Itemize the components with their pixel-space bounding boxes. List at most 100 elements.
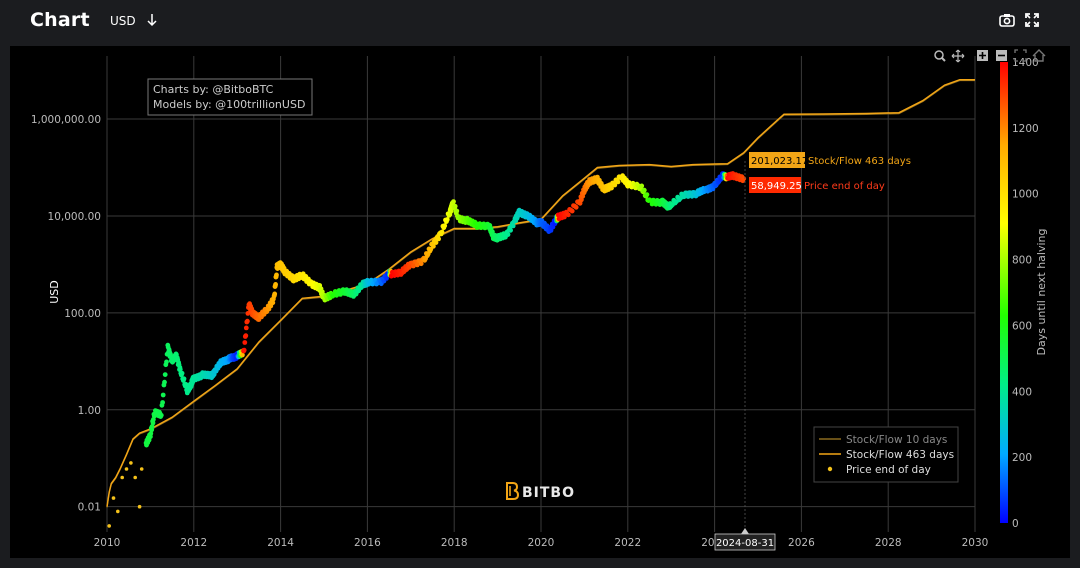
x-tick-label: 2016 xyxy=(354,537,381,549)
price-point xyxy=(148,431,154,436)
price-point xyxy=(137,504,142,509)
price-point xyxy=(565,212,571,218)
colorbar-tick-label: 600 xyxy=(1012,320,1032,332)
legend-label-sf463[interactable]: Stock/Flow 463 days xyxy=(846,449,954,461)
hover-price-value: 58,949.25 xyxy=(751,181,802,192)
camera-icon[interactable] xyxy=(999,12,1015,31)
colorbar-tick-label: 0 xyxy=(1012,518,1019,530)
price-point xyxy=(158,412,164,418)
price-point xyxy=(644,192,650,198)
price-point xyxy=(111,496,116,500)
price-point xyxy=(272,291,278,297)
price-point xyxy=(181,376,187,382)
y-tick-label: 1,000,000.00 xyxy=(31,114,101,126)
price-point xyxy=(411,263,416,269)
colorbar-tick-label: 1400 xyxy=(1012,57,1039,69)
price-point xyxy=(124,467,129,471)
price-chart[interactable]: 0.01 1.00 100.00 10,000.00 1,000,000.00 2010… xyxy=(10,46,1070,558)
legend-label-sf10[interactable]: Stock/Flow 10 days xyxy=(846,434,947,446)
price-end-of-day-series xyxy=(107,171,747,528)
arrow-down-icon[interactable] xyxy=(146,13,158,31)
price-point xyxy=(274,272,279,278)
zoom-icon[interactable] xyxy=(934,50,946,62)
price-point xyxy=(164,359,169,365)
zoom-in-icon[interactable] xyxy=(977,50,988,61)
hover-sf463-value: 201,023.17 xyxy=(751,156,808,167)
home-icon[interactable] xyxy=(1032,49,1046,62)
price-point xyxy=(454,208,460,214)
x-tick-label: 2012 xyxy=(180,537,207,549)
currency-selector[interactable]: USD xyxy=(110,14,136,28)
x-tick-label: 2030 xyxy=(962,537,989,549)
x-tick-label: 2026 xyxy=(788,537,815,549)
price-point xyxy=(418,261,424,267)
price-point xyxy=(452,203,458,209)
price-point xyxy=(273,282,278,287)
x-tick-label: 2022 xyxy=(614,537,641,549)
colorbar-label: Days until next halving xyxy=(1035,229,1048,356)
hover-price-label: Price end of day xyxy=(804,181,885,192)
price-point xyxy=(162,379,167,385)
price-point xyxy=(609,185,614,191)
expand-icon[interactable] xyxy=(1025,12,1039,31)
price-point xyxy=(120,475,124,480)
price-point xyxy=(685,194,691,199)
price-point xyxy=(505,232,511,238)
price-point xyxy=(270,300,276,306)
price-point xyxy=(162,372,168,377)
credits-charts: Charts by: @BitboBTC xyxy=(153,83,274,96)
price-point xyxy=(129,461,133,465)
price-point xyxy=(241,347,247,353)
legend: Stock/Flow 10 days Stock/Flow 463 days P… xyxy=(813,426,959,483)
price-point xyxy=(133,475,137,480)
y-tick-label: 1.00 xyxy=(78,405,101,417)
price-point xyxy=(243,325,249,331)
price-point xyxy=(639,183,645,189)
price-point xyxy=(340,287,346,292)
price-point xyxy=(569,208,575,214)
autoscale-icon[interactable] xyxy=(1014,49,1027,62)
price-point xyxy=(510,223,516,229)
credits-box: Charts by: @BitboBTC Models by: @100tril… xyxy=(147,78,313,116)
modebar xyxy=(934,49,1046,63)
colorbar-tick-label: 800 xyxy=(1012,255,1032,267)
price-point xyxy=(116,509,120,514)
price-point xyxy=(615,179,621,185)
x-tick-label: 2014 xyxy=(267,537,294,549)
y-axis-ticks: 0.01 1.00 100.00 10,000.00 1,000,000.00 xyxy=(31,114,101,514)
top-bar: Chart USD xyxy=(0,0,1080,46)
price-point xyxy=(177,367,183,372)
legend-label-price[interactable]: Price end of day xyxy=(846,464,931,476)
price-point xyxy=(573,204,579,210)
price-point xyxy=(612,182,618,188)
price-point xyxy=(243,333,249,339)
credits-models: Models by: @100trillionUSD xyxy=(153,98,305,111)
watermark-text: BITBO xyxy=(522,485,575,501)
y-tick-label: 10,000.00 xyxy=(48,211,101,223)
colorbar-tick-label: 1200 xyxy=(1012,123,1039,135)
price-point xyxy=(508,227,513,233)
x-tick-label: 2020 xyxy=(528,537,555,549)
price-point xyxy=(160,392,166,398)
price-point xyxy=(107,524,111,528)
chart-panel: 0.01 1.00 100.00 10,000.00 1,000,000.00 2010… xyxy=(10,46,1070,558)
zoom-out-icon[interactable] xyxy=(996,50,1007,61)
price-point xyxy=(451,199,456,205)
y-tick-label: 0.01 xyxy=(78,502,101,514)
watermark: BITBO xyxy=(506,482,575,501)
page-title: Chart xyxy=(30,9,90,31)
price-point xyxy=(641,187,647,193)
legend-swatch-price xyxy=(827,466,833,472)
colorbar: 0 200 400 600 800 1000 1200 1400 Days until nex… xyxy=(1000,57,1048,530)
price-point xyxy=(436,236,441,242)
x-tick-label: 2010 xyxy=(94,537,121,549)
price-point xyxy=(160,400,166,405)
pan-icon[interactable] xyxy=(951,49,965,63)
price-point xyxy=(149,424,155,429)
hover-sf463-label: Stock/Flow 463 days xyxy=(808,156,911,167)
price-point xyxy=(242,340,248,345)
price-point xyxy=(689,193,695,199)
bitbo-logo-icon xyxy=(506,482,520,500)
price-point xyxy=(444,217,450,222)
price-point xyxy=(439,229,445,235)
